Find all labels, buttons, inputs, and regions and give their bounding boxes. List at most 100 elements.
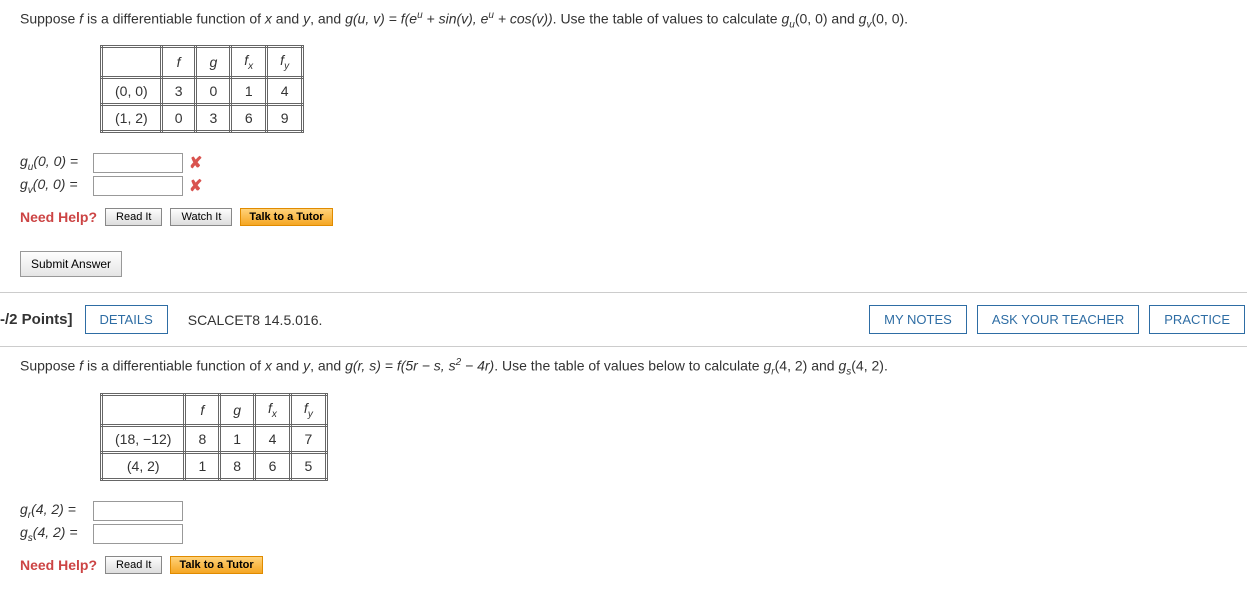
lbl-post: (4, 2) = — [33, 524, 78, 540]
q1-table: f g fx fy (0, 0) 3 0 1 4 (1, 2) 0 3 6 9 — [100, 45, 304, 133]
table-row: (18, −12) 8 1 4 7 — [102, 425, 327, 452]
q2-text: Suppose f is a differentiable function o… — [20, 357, 1227, 377]
th-sub: y — [284, 61, 289, 72]
answer-label: gs(4, 2) = — [20, 524, 90, 544]
q2-answer-gr: gr(4, 2) = — [20, 501, 1227, 521]
cell: 9 — [267, 105, 303, 132]
cell: (18, −12) — [102, 425, 185, 452]
table-row: (0, 0) 3 0 1 4 — [102, 78, 303, 105]
text: . Use the table of values to calculate — [553, 11, 782, 27]
th-g: g — [220, 394, 255, 425]
submit-answer-button[interactable]: Submit Answer — [20, 251, 122, 277]
text: . — [884, 358, 888, 374]
text: and — [272, 11, 303, 27]
args: (0, 0) — [795, 11, 828, 27]
th-blank — [102, 47, 162, 78]
answer-label: gr(4, 2) = — [20, 501, 90, 521]
details-button[interactable]: DETAILS — [85, 305, 168, 334]
q2-answer-gs: gs(4, 2) = — [20, 524, 1227, 544]
cell: 4 — [267, 78, 303, 105]
text: is a differentiable function of — [83, 358, 265, 374]
text: Suppose — [20, 358, 79, 374]
func: + sin(v), e — [423, 11, 489, 27]
header-left: -/2 Points] DETAILS SCALCET8 14.5.016. — [0, 305, 322, 334]
var-x: x — [265, 358, 272, 374]
table-header-row: f g fx fy — [102, 394, 327, 425]
cell: 8 — [220, 452, 255, 479]
text: is a differentiable function of — [83, 11, 265, 27]
th-f: f — [161, 47, 196, 78]
lbl-post: (4, 2) = — [31, 501, 76, 517]
talk-to-tutor-button[interactable]: Talk to a Tutor — [240, 208, 332, 226]
var-y: y — [303, 11, 310, 27]
table-row: (1, 2) 0 3 6 9 — [102, 105, 303, 132]
question-2: Suppose f is a differentiable function o… — [0, 347, 1247, 583]
header-right: MY NOTES ASK YOUR TEACHER PRACTICE — [869, 305, 1247, 334]
lbl: g — [20, 524, 28, 540]
th-sub: x — [248, 61, 253, 72]
read-it-button[interactable]: Read It — [105, 208, 162, 226]
cell: 6 — [231, 105, 267, 132]
watch-it-button[interactable]: Watch It — [170, 208, 232, 226]
func: g(r, s) = f(5r − s, s — [345, 358, 455, 374]
gu-input[interactable] — [93, 153, 183, 173]
cell: 0 — [196, 78, 231, 105]
args: (4, 2) — [851, 358, 884, 374]
ask-teacher-button[interactable]: ASK YOUR TEACHER — [977, 305, 1139, 334]
th-blank — [102, 394, 185, 425]
cell: 1 — [185, 452, 220, 479]
cell: 3 — [196, 105, 231, 132]
text: Suppose — [20, 11, 79, 27]
cell: 0 — [161, 105, 196, 132]
th-sub: x — [272, 409, 277, 420]
cell: 5 — [290, 452, 326, 479]
cell: 1 — [220, 425, 255, 452]
answer-label: gu(0, 0) = — [20, 153, 90, 173]
text: , and — [310, 11, 345, 27]
text: . Use the table of values below to calcu… — [494, 358, 763, 374]
th-fy: fy — [267, 47, 303, 78]
talk-to-tutor-button[interactable]: Talk to a Tutor — [170, 556, 262, 574]
text: and — [807, 358, 838, 374]
lbl: g — [20, 501, 28, 517]
cell: 8 — [185, 425, 220, 452]
gv-input[interactable] — [93, 176, 183, 196]
incorrect-icon: ✘ — [189, 153, 202, 173]
need-help-label: Need Help? — [20, 209, 97, 225]
q1-help-row: Need Help? Read It Watch It Talk to a Tu… — [20, 208, 1227, 226]
q1-text: Suppose f is a differentiable function o… — [20, 10, 1227, 30]
lbl: g — [20, 176, 28, 192]
my-notes-button[interactable]: MY NOTES — [869, 305, 967, 334]
gs-input[interactable] — [93, 524, 183, 544]
lbl-post: (0, 0) = — [33, 176, 78, 192]
func: g(u, v) = f(e — [345, 11, 417, 27]
th-fx: fx — [231, 47, 267, 78]
cell: 7 — [290, 425, 326, 452]
args: (0, 0) — [871, 11, 904, 27]
q1-answer-gv: gv(0, 0) = ✘ — [20, 176, 1227, 196]
th-f: f — [185, 394, 220, 425]
read-it-button[interactable]: Read It — [105, 556, 162, 574]
text: , and — [310, 358, 345, 374]
th-sub: y — [308, 409, 313, 420]
practice-button[interactable]: PRACTICE — [1149, 305, 1245, 334]
cell: (1, 2) — [102, 105, 162, 132]
need-help-label: Need Help? — [20, 557, 97, 573]
submit-row: Submit Answer — [0, 236, 1247, 292]
cell: 3 — [161, 78, 196, 105]
q2-help-row: Need Help? Read It Talk to a Tutor — [20, 556, 1227, 574]
gr-input[interactable] — [93, 501, 183, 521]
lbl: g — [20, 153, 28, 169]
text: and — [272, 358, 303, 374]
th-g: g — [196, 47, 231, 78]
incorrect-icon: ✘ — [189, 176, 202, 196]
func: − 4r) — [461, 358, 494, 374]
text: and — [828, 11, 859, 27]
cell: 1 — [231, 78, 267, 105]
lbl-post: (0, 0) = — [33, 153, 78, 169]
question-1: Suppose f is a differentiable function o… — [0, 0, 1247, 236]
cell: (0, 0) — [102, 78, 162, 105]
table-header-row: f g fx fy — [102, 47, 303, 78]
func: + cos(v)) — [494, 11, 553, 27]
args: (4, 2) — [775, 358, 808, 374]
